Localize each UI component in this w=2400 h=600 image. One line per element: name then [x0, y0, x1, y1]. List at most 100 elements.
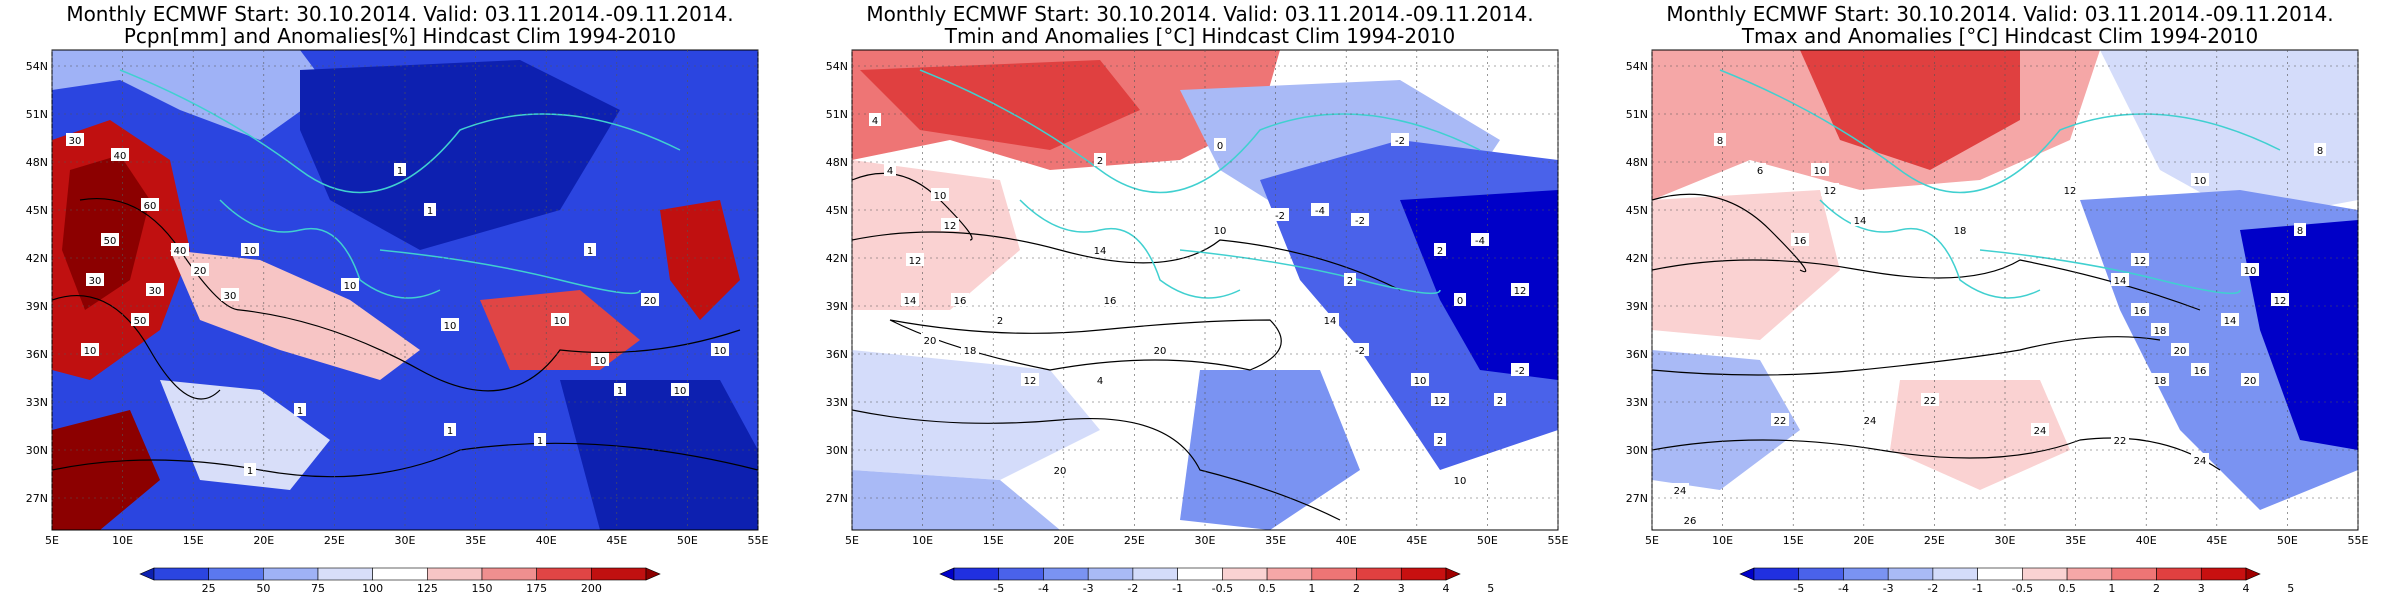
contour-label: -2	[1275, 211, 1285, 222]
anomaly-region	[480, 290, 640, 370]
contour-label-box	[1511, 363, 1529, 376]
chart-subtitle: Pcpn[mm] and Anomalies[%] Hindcast Clim …	[123, 24, 677, 48]
x-tick-label: 10E	[112, 534, 133, 547]
coastline	[379, 249, 641, 295]
colorbar-segment	[208, 567, 264, 581]
contour-label: 4	[887, 166, 893, 177]
x-tick-label: 10E	[912, 534, 933, 547]
contour-label: 20	[924, 336, 937, 347]
x-tick-label: 25E	[324, 534, 345, 547]
tmin-colorbar: -5 -4 -3 -2 -1 -0.5 0.5 1 2 3 4 5	[939, 567, 1494, 595]
contour-label: 16	[1104, 296, 1117, 307]
x-axis-ticks: 5E 10E 15E 20E 25E 30E 35E 40E 45E 50E 55E	[1645, 50, 2369, 547]
contour-label-box	[901, 293, 919, 306]
contour-label-box	[1094, 153, 1106, 166]
contour-label-box	[1151, 343, 1169, 356]
contour-label: 10	[2244, 266, 2257, 277]
contour-label-box	[1094, 373, 1106, 386]
contour-label: 1	[617, 386, 623, 397]
contour-label: 8	[1717, 136, 1723, 147]
y-tick-label: 27N	[1626, 492, 1648, 505]
contour-label-box	[1811, 163, 1829, 176]
contour-label-box	[1471, 233, 1489, 246]
contour-label-box	[591, 353, 609, 366]
contour-label: 24	[1674, 486, 1687, 497]
contour-label-box	[1921, 393, 1939, 406]
colorbar-tick-label: 0.5	[1258, 582, 1276, 595]
y-tick-label: 36N	[826, 348, 848, 361]
y-tick-label: 30N	[26, 444, 48, 457]
x-tick-label: 30E	[395, 534, 416, 547]
colorbar-tick-label: 75	[311, 582, 325, 595]
y-tick-label: 33N	[826, 396, 848, 409]
contour-label-box	[2111, 273, 2129, 286]
contour-label: 8	[2317, 146, 2323, 157]
contour-label: 1	[247, 466, 253, 477]
chart-subtitle: Tmin and Anomalies [°C] Hindcast Clim 19…	[944, 24, 1456, 48]
contour-label: 12	[2134, 256, 2147, 267]
colorbar-tick-label: -5	[1793, 582, 1804, 595]
colorbar-tick-label: 150	[472, 582, 493, 595]
contour-label-box	[921, 333, 939, 346]
colorbar-tick-label: 1	[1308, 582, 1315, 595]
contour-label: 18	[964, 346, 977, 357]
colorbar-tick-label: 200	[581, 582, 602, 595]
contour-label: 10	[1814, 166, 1827, 177]
tmax-panel: Monthly ECMWF Start: 30.10.2014. Valid: …	[1600, 0, 2400, 600]
x-tick-label: 45E	[606, 534, 627, 547]
contour-label: 30	[89, 276, 102, 287]
coastline	[1819, 199, 2041, 299]
anomaly-region	[1400, 190, 1558, 380]
chart-subtitle: Tmax and Anomalies [°C] Hindcast Clim 19…	[1741, 24, 2259, 48]
y-tick-label: 45N	[1626, 204, 1648, 217]
contour-label-box	[444, 423, 456, 436]
contour-label-box	[141, 198, 159, 211]
anomaly-region	[52, 50, 330, 140]
contour-line	[1652, 336, 2161, 376]
contour-label: 10	[1454, 476, 1467, 487]
contour-label-box	[961, 343, 979, 356]
contour-label-box	[1451, 473, 1469, 486]
contour-label: 22	[2114, 436, 2127, 447]
contour-label: 14	[1854, 216, 1867, 227]
precip-panel: Monthly ECMWF Start: 30.10.2014. Valid: …	[0, 0, 800, 600]
contour-label-box	[1021, 373, 1039, 386]
contour-label: 12	[944, 221, 957, 232]
contour-label-box	[2171, 343, 2189, 356]
contour-label: 10	[554, 316, 567, 327]
y-tick-label: 54N	[26, 60, 48, 73]
contour-label: 1	[587, 246, 593, 257]
contour-label: 2	[1097, 156, 1103, 167]
contour-label: 26	[1684, 516, 1697, 527]
contour-label-box	[341, 278, 359, 291]
colorbar-tick-label: -3	[1083, 582, 1094, 595]
contour-line	[852, 409, 1341, 521]
contour-label-box	[1771, 413, 1789, 426]
coastline	[219, 199, 441, 299]
contour-label-box	[1344, 273, 1356, 286]
contour-label: 24	[1864, 416, 1877, 427]
colorbar-tick-label: 3	[2198, 582, 2205, 595]
contour-label-box	[1714, 133, 1726, 146]
contour-label: 1	[447, 426, 453, 437]
contour-label-box	[1101, 293, 1119, 306]
colorbar-tick-label: -2	[1127, 582, 1138, 595]
x-tick-label: 20E	[1853, 534, 1874, 547]
colorbar-segment	[953, 567, 1000, 581]
contour-label-box	[1754, 163, 1766, 176]
y-tick-label: 42N	[1626, 252, 1648, 265]
y-axis-ticks: 27N 30N 33N 36N 39N 42N 45N 48N 51N 54N	[826, 60, 1558, 505]
anomaly-region	[2240, 220, 2358, 450]
contour-label: 12	[2064, 186, 2077, 197]
contour-label-box	[1671, 483, 1689, 496]
contour-label-box	[1511, 283, 1529, 296]
y-tick-label: 39N	[826, 300, 848, 313]
contour-label-box	[1861, 413, 1879, 426]
colorbar-segment	[1132, 567, 1178, 581]
colorbar-segment	[1798, 567, 1844, 581]
contour-label-box	[1434, 433, 1446, 446]
contour-label-box	[614, 383, 626, 396]
contour-label: 22	[1924, 396, 1937, 407]
anomaly-region	[170, 250, 420, 380]
y-tick-label: 54N	[826, 60, 848, 73]
